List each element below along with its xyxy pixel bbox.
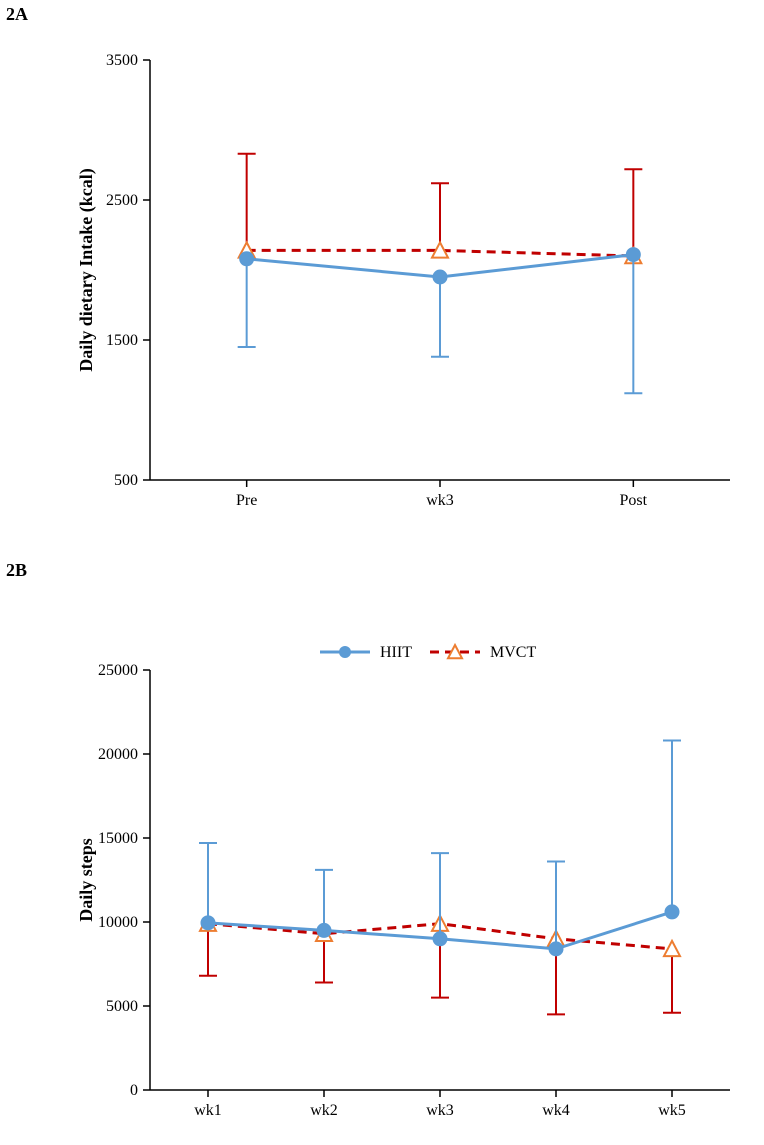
hiit-marker	[549, 942, 563, 956]
y-tick-label: 1500	[106, 332, 138, 349]
y-tick-label: 2500	[106, 192, 138, 209]
x-tick-label: wk3	[426, 1102, 454, 1119]
x-tick-label: wk1	[194, 1102, 222, 1119]
y-tick-label: 10000	[98, 914, 138, 931]
hiit-marker	[433, 270, 447, 284]
hiit-marker	[433, 932, 447, 946]
y-tick-label: 5000	[106, 998, 138, 1015]
x-tick-label: wk5	[658, 1102, 686, 1119]
legend-hiit-marker	[339, 646, 351, 658]
panel-b-label: 2B	[6, 560, 27, 581]
y-axis-title: Daily steps	[76, 838, 96, 922]
hiit-marker	[317, 923, 331, 937]
y-tick-label: 0	[130, 1082, 138, 1099]
x-tick-label: wk2	[310, 1102, 338, 1119]
hiit-marker	[201, 916, 215, 930]
hiit-marker	[240, 252, 254, 266]
y-tick-label: 500	[114, 472, 138, 489]
x-tick-label: Post	[620, 492, 648, 509]
chart-a: 500 1500 2500 3500 Pre wk3 Post Daily dietary I…	[50, 30, 750, 530]
panel-a-label: 2A	[6, 4, 28, 25]
hiit-marker	[626, 248, 640, 262]
legend-hiit-label: HIIT	[380, 644, 412, 661]
x-tick-label: Pre	[236, 492, 257, 509]
x-tick-label: wk3	[426, 492, 454, 509]
hiit-marker	[665, 905, 679, 919]
y-tick-label: 25000	[98, 662, 138, 679]
y-axis-title: Daily dietary Intake (kcal)	[76, 168, 97, 371]
x-tick-label: wk4	[542, 1102, 570, 1119]
y-tick-label: 15000	[98, 830, 138, 847]
chart-b: 0 5000 10000 15000 20000 25000 wk1 wk2 wk3 wk4 wk5…	[50, 640, 750, 1140]
y-tick-label: 3500	[106, 52, 138, 69]
mvct-marker	[664, 941, 680, 956]
y-tick-label: 20000	[98, 746, 138, 763]
legend-mvct-label: MVCT	[490, 644, 536, 661]
